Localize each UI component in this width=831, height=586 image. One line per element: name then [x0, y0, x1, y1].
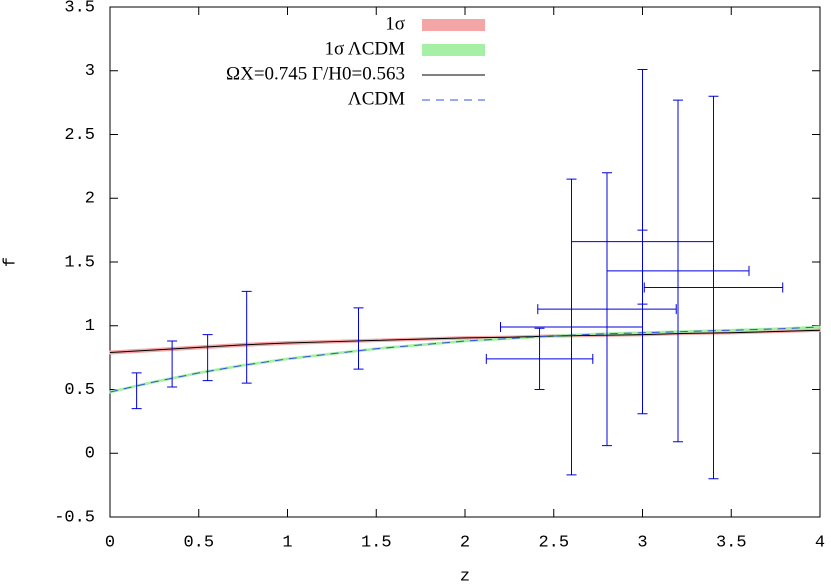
- model-curve: [109, 329, 821, 354]
- x-tick-label: 1.5: [361, 533, 392, 552]
- y-tick-label: 0: [85, 445, 95, 464]
- y-error-bar: [637, 229, 648, 305]
- x-error-bar: [537, 304, 677, 315]
- confidence-band: [109, 325, 821, 394]
- x-tick-label: 3: [637, 533, 647, 552]
- y-tick-label: 2.5: [64, 126, 95, 145]
- x-tick-label: 4: [815, 533, 825, 552]
- y-error-bar: [202, 334, 213, 382]
- x-error-bar: [606, 265, 750, 276]
- x-error-bar: [643, 282, 784, 293]
- legend-label: 1σ ΛCDM: [324, 38, 405, 59]
- legend-label: 1σ: [385, 13, 405, 34]
- y-tick-label: 0.5: [64, 381, 95, 400]
- y-tick-label: 1: [85, 317, 95, 336]
- y-error-bar: [167, 340, 178, 388]
- model-curve: [109, 326, 821, 393]
- y-tick-label: -0.5: [54, 508, 95, 527]
- y-error-bar: [353, 307, 364, 370]
- legend-swatch: [422, 19, 485, 31]
- legend-label: ΩX=0.745 Γ/H0=0.563: [226, 63, 405, 84]
- x-error-bar: [485, 353, 594, 364]
- y-tick-label: 3: [85, 62, 95, 81]
- y-error-bar: [241, 290, 252, 384]
- y-tick-label: 3.5: [64, 0, 95, 17]
- y-tick-label: 1.5: [64, 253, 95, 272]
- x-tick-label: 1: [282, 533, 292, 552]
- x-tick-label: 2.5: [538, 533, 569, 552]
- y-error-bar: [131, 372, 142, 410]
- x-tick-label: 0.5: [183, 533, 214, 552]
- y-axis-label: f: [1, 257, 20, 267]
- x-axis-label: z: [460, 567, 470, 586]
- x-tick-label: 3.5: [716, 533, 747, 552]
- x-tick-label: 0: [105, 533, 115, 552]
- x-tick-label: 2: [460, 533, 470, 552]
- y-tick-label: 2: [85, 190, 95, 209]
- legend-label: ΛCDM: [348, 88, 405, 109]
- legend-swatch: [422, 44, 485, 56]
